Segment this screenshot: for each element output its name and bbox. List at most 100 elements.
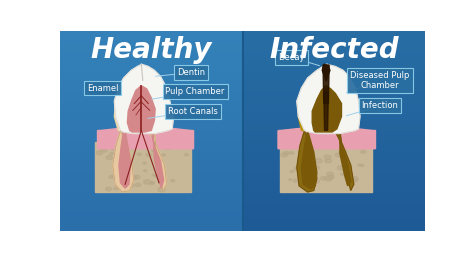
Bar xyxy=(61,120,243,121)
Bar xyxy=(243,170,425,171)
Bar xyxy=(61,58,243,59)
Bar xyxy=(61,205,243,206)
Ellipse shape xyxy=(118,170,124,174)
Bar xyxy=(243,112,425,113)
Bar xyxy=(243,117,425,118)
Bar xyxy=(243,84,425,85)
Bar xyxy=(61,105,243,106)
Bar xyxy=(61,107,243,108)
Ellipse shape xyxy=(134,175,140,179)
Bar xyxy=(61,87,243,88)
Bar xyxy=(61,81,243,82)
Ellipse shape xyxy=(358,164,362,166)
Bar xyxy=(61,142,243,143)
Bar xyxy=(243,129,425,130)
Bar xyxy=(61,134,243,135)
Bar xyxy=(243,93,425,94)
Bar xyxy=(61,63,243,64)
Bar xyxy=(243,82,425,83)
Bar xyxy=(61,39,243,40)
Bar xyxy=(61,161,243,162)
Bar xyxy=(61,140,243,141)
Text: Decay: Decay xyxy=(278,53,305,62)
Ellipse shape xyxy=(127,183,134,187)
Bar xyxy=(61,229,243,230)
Bar xyxy=(61,44,243,45)
Ellipse shape xyxy=(158,187,165,192)
Bar xyxy=(61,193,243,194)
Bar xyxy=(61,176,243,177)
Text: Diseased Pulp
Chamber: Diseased Pulp Chamber xyxy=(350,71,410,90)
Bar xyxy=(61,59,243,60)
Bar xyxy=(243,222,425,223)
Bar xyxy=(243,86,425,87)
Bar xyxy=(243,56,425,57)
Bar xyxy=(243,58,425,59)
Bar xyxy=(61,162,243,163)
Bar xyxy=(243,113,425,114)
Bar xyxy=(243,109,425,110)
Bar xyxy=(61,64,243,65)
Ellipse shape xyxy=(152,148,158,152)
Ellipse shape xyxy=(335,153,342,157)
Bar xyxy=(243,75,425,76)
Bar xyxy=(61,167,243,168)
Bar xyxy=(243,103,425,104)
Bar xyxy=(243,147,425,148)
Bar xyxy=(61,184,243,185)
Bar xyxy=(243,81,425,82)
Bar xyxy=(61,99,243,100)
Bar xyxy=(243,120,425,121)
Bar xyxy=(61,133,243,134)
Bar xyxy=(243,201,425,202)
Bar xyxy=(243,87,425,88)
Bar xyxy=(61,119,243,120)
Bar xyxy=(61,88,243,89)
Bar xyxy=(243,73,425,74)
Ellipse shape xyxy=(144,180,151,184)
Bar xyxy=(243,122,425,123)
Bar xyxy=(61,228,243,229)
Bar xyxy=(243,35,425,36)
Bar xyxy=(61,125,243,126)
Bar xyxy=(61,84,243,85)
Bar xyxy=(61,218,243,219)
Ellipse shape xyxy=(155,174,160,178)
Bar xyxy=(243,99,425,100)
Bar xyxy=(243,217,425,218)
Bar xyxy=(61,135,243,136)
Bar xyxy=(243,165,425,166)
Text: Enamel: Enamel xyxy=(87,84,118,92)
Bar xyxy=(61,199,243,200)
Polygon shape xyxy=(280,142,372,192)
Bar xyxy=(61,198,243,199)
Bar xyxy=(243,134,425,135)
Bar xyxy=(243,126,425,127)
Bar xyxy=(61,194,243,195)
Bar xyxy=(243,189,425,190)
Bar xyxy=(243,51,425,52)
Bar xyxy=(243,59,425,60)
Bar xyxy=(61,139,243,140)
Bar xyxy=(243,159,425,160)
Ellipse shape xyxy=(307,186,314,190)
Bar xyxy=(243,135,425,136)
Ellipse shape xyxy=(305,186,313,191)
Ellipse shape xyxy=(123,165,130,169)
Bar xyxy=(61,178,243,179)
Bar xyxy=(243,149,425,150)
Bar xyxy=(243,71,425,72)
Ellipse shape xyxy=(112,175,118,178)
Bar xyxy=(61,148,243,149)
Ellipse shape xyxy=(135,183,141,186)
Bar xyxy=(61,188,243,189)
Bar xyxy=(61,128,243,129)
Bar xyxy=(61,47,243,48)
Bar xyxy=(243,104,425,105)
Bar xyxy=(243,191,425,192)
Ellipse shape xyxy=(180,144,186,148)
Bar xyxy=(243,57,425,58)
Bar xyxy=(61,138,243,139)
Bar xyxy=(243,49,425,50)
Ellipse shape xyxy=(110,146,117,149)
